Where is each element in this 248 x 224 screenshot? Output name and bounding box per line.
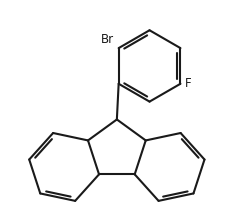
Text: F: F — [185, 77, 191, 90]
Text: Br: Br — [101, 33, 114, 46]
